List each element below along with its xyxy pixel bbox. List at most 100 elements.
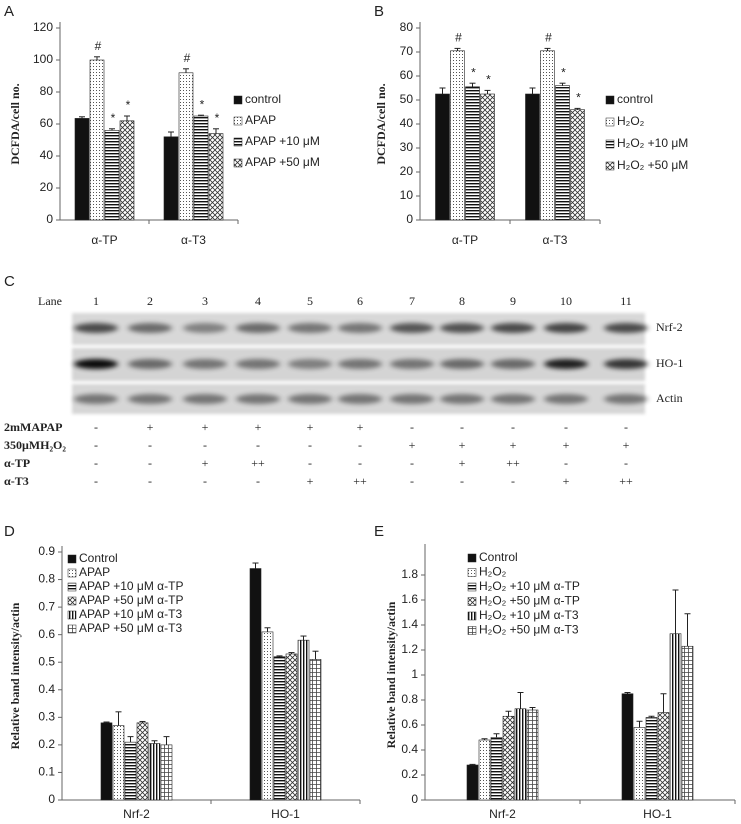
band: [544, 323, 588, 333]
legend-label: APAP +10 μM α-T3: [79, 607, 182, 621]
treatment-mark: -: [511, 474, 515, 488]
error-bar: [252, 562, 259, 569]
significance-mark: #: [545, 31, 552, 45]
error-bar: [648, 715, 655, 718]
bar: [555, 85, 570, 221]
significance-mark: *: [471, 65, 476, 79]
treatment-mark: -: [94, 438, 98, 452]
band-label: Actin: [656, 391, 683, 405]
legend-swatch: [67, 596, 77, 606]
legend-label: H₂O₂ +10 μM: [617, 136, 688, 150]
y-tick-label: 60: [400, 68, 414, 82]
bar: [480, 93, 495, 221]
y-tick-label: 80: [400, 20, 414, 34]
bar: [526, 709, 539, 801]
bar: [435, 93, 450, 221]
lane-number: 1: [93, 294, 99, 308]
band: [128, 394, 172, 404]
treatment-mark: +: [459, 456, 466, 470]
legend-label: H₂O₂: [617, 114, 645, 128]
x-tick-label: α-TP: [452, 233, 478, 247]
bar: [112, 725, 125, 801]
legend-swatch: [467, 582, 477, 592]
treatment-mark: -: [308, 456, 312, 470]
legend-swatch: [67, 568, 77, 578]
x-tick-label: Nrf-2: [123, 807, 150, 821]
x-tick-label: α-T3: [543, 233, 568, 247]
treatment-mark: +: [409, 438, 416, 452]
bar: [193, 115, 209, 221]
lane-number: 3: [202, 294, 208, 308]
y-tick-label: 30: [400, 140, 414, 154]
legend-swatch: [67, 610, 77, 620]
significance-mark: *: [486, 73, 491, 87]
error-bar: [469, 82, 476, 87]
lane-number: 7: [409, 294, 415, 308]
y-tick-label: 1.2: [401, 642, 418, 656]
panel-label: D: [4, 523, 15, 540]
treatment-mark: -: [358, 456, 362, 470]
bar: [285, 653, 298, 801]
treatment-mark: -: [564, 420, 568, 434]
significance-mark: #: [95, 39, 102, 53]
x-tick-label: α-TP: [91, 233, 117, 247]
treatment-mark: +: [202, 420, 209, 434]
error-bar: [636, 720, 643, 728]
y-tick-label: 20: [400, 164, 414, 178]
y-tick-label: 0.6: [401, 717, 418, 731]
treatment-label: 350μMH₂O₂: [4, 438, 66, 452]
bar: [478, 739, 491, 801]
error-bar: [103, 721, 110, 723]
legend-swatch: [605, 95, 615, 105]
error-bar: [454, 47, 461, 51]
treatment-mark: -: [564, 456, 568, 470]
band: [74, 359, 118, 369]
legend-label: H₂O₂ +10 μM α-T3: [479, 608, 579, 622]
error-bar: [139, 720, 146, 723]
legend-swatch: [233, 137, 243, 147]
bar: [89, 59, 105, 221]
treatment-mark: +: [307, 420, 314, 434]
error-bar: [264, 627, 271, 632]
bar: [297, 639, 310, 801]
error-bar: [109, 128, 115, 131]
error-bar: [151, 740, 158, 744]
bar: [119, 120, 135, 221]
legend-swatch: [67, 582, 77, 592]
legend-swatch: [467, 597, 477, 606]
treatment-mark: -: [410, 474, 414, 488]
treatment-mark: +: [357, 420, 364, 434]
legend-label: APAP +50 μM α-TP: [79, 593, 183, 607]
x-tick-label: HO-1: [643, 807, 672, 821]
treatment-mark: -: [256, 474, 260, 488]
error-bar: [544, 47, 551, 51]
bar: [570, 109, 585, 221]
significance-mark: *: [215, 111, 220, 125]
treatment-mark: +: [510, 438, 517, 452]
y-tick-label: 0.6: [38, 627, 55, 641]
band: [440, 359, 484, 369]
treatment-mark: -: [94, 420, 98, 434]
band: [491, 359, 535, 369]
band: [544, 359, 588, 369]
y-tick-label: 0.2: [401, 767, 418, 781]
y-tick-label: 50: [400, 92, 414, 106]
significance-mark: *: [200, 97, 205, 111]
band: [440, 394, 484, 404]
treatment-mark: -: [624, 456, 628, 470]
error-bar: [529, 87, 536, 94]
band: [236, 323, 280, 333]
y-axis-title: DCFDA/cell no.: [374, 83, 388, 164]
band: [128, 323, 172, 333]
legend-swatch: [233, 95, 243, 105]
treatment-mark: -: [148, 456, 152, 470]
y-tick-label: 0.5: [38, 654, 55, 668]
band: [183, 359, 227, 369]
legend-swatch: [233, 158, 243, 168]
treatment-mark: -: [624, 420, 628, 434]
legend-label: H₂O₂: [479, 565, 507, 579]
bar: [450, 50, 465, 221]
significance-mark: *: [111, 111, 116, 125]
bar: [208, 133, 224, 221]
error-bar: [115, 711, 122, 726]
